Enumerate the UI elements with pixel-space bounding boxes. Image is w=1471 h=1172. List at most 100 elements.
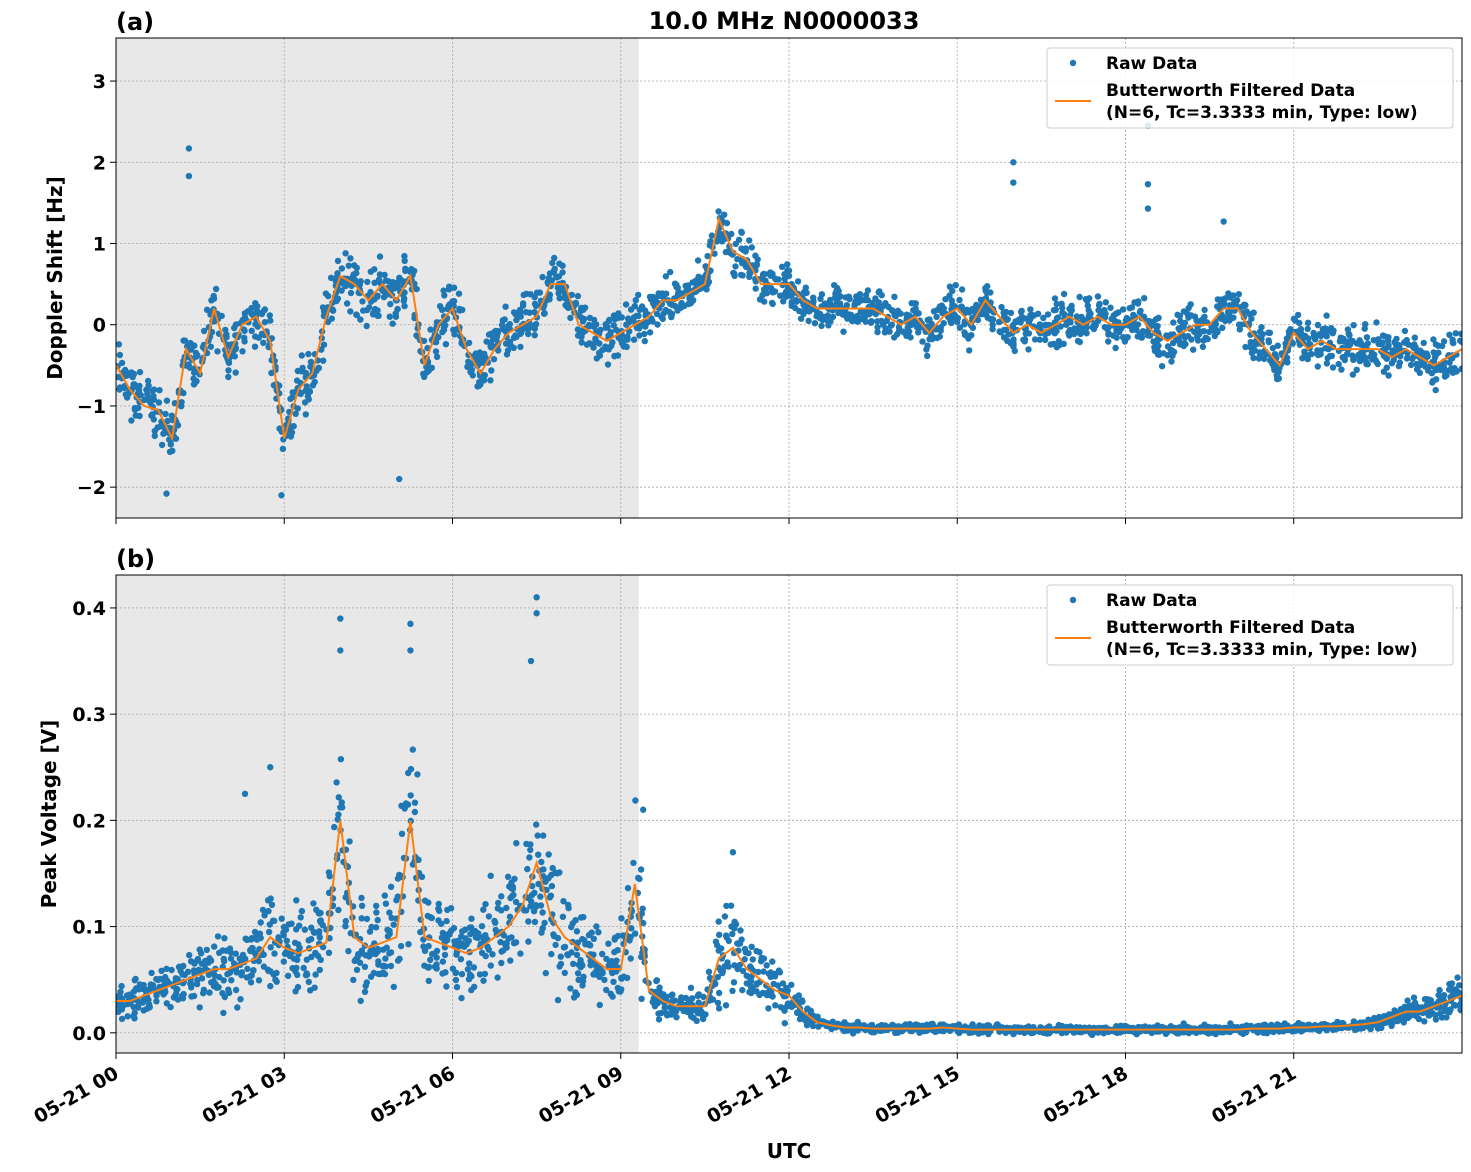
raw-data-point bbox=[1448, 980, 1456, 987]
filtered-data-line bbox=[116, 215, 1462, 442]
raw-data-point bbox=[771, 973, 779, 980]
raw-data-point bbox=[453, 983, 461, 991]
raw-data-point bbox=[278, 492, 285, 499]
raw-data-point bbox=[522, 308, 530, 316]
raw-data-point bbox=[669, 991, 676, 998]
raw-data-point bbox=[396, 475, 403, 483]
raw-data-point bbox=[1393, 335, 1400, 343]
raw-data-point bbox=[1446, 331, 1453, 338]
raw-data-point bbox=[1060, 290, 1068, 298]
raw-data-point bbox=[1268, 354, 1275, 362]
raw-data-point bbox=[605, 346, 612, 353]
raw-data-point bbox=[445, 303, 452, 310]
raw-data-point bbox=[185, 145, 193, 152]
raw-data-point bbox=[339, 804, 346, 811]
raw-data-point bbox=[1153, 341, 1161, 348]
raw-data-point bbox=[427, 956, 434, 963]
raw-data-point bbox=[232, 950, 239, 957]
raw-data-point bbox=[509, 885, 517, 893]
raw-data-point bbox=[190, 375, 197, 382]
legend-raw-marker bbox=[1069, 59, 1077, 67]
raw-data-point bbox=[556, 295, 563, 302]
raw-data-point bbox=[1036, 336, 1044, 343]
raw-data-point bbox=[956, 296, 963, 304]
raw-data-point bbox=[1085, 307, 1092, 314]
raw-data-point bbox=[131, 1009, 138, 1017]
raw-data-point bbox=[244, 965, 251, 972]
raw-data-point bbox=[367, 288, 374, 296]
raw-data-point bbox=[305, 350, 312, 358]
raw-data-point bbox=[788, 1003, 795, 1011]
raw-data-point bbox=[1408, 1011, 1415, 1019]
raw-data-point bbox=[587, 942, 594, 949]
raw-data-point bbox=[538, 858, 545, 866]
raw-data-point bbox=[766, 987, 773, 994]
raw-data-point bbox=[164, 977, 171, 985]
raw-data-point bbox=[747, 983, 755, 990]
raw-data-point bbox=[369, 311, 377, 318]
raw-data-point bbox=[1329, 364, 1337, 371]
raw-data-point bbox=[857, 297, 864, 304]
raw-data-point bbox=[239, 317, 246, 324]
raw-data-point bbox=[440, 287, 447, 294]
raw-data-point bbox=[301, 399, 309, 406]
raw-data-point bbox=[715, 1005, 723, 1012]
raw-data-point bbox=[570, 960, 577, 968]
raw-data-point bbox=[154, 976, 162, 984]
raw-data-point bbox=[605, 332, 612, 339]
raw-data-point bbox=[527, 657, 535, 665]
raw-data-point bbox=[724, 248, 732, 255]
raw-data-point bbox=[1144, 180, 1152, 188]
raw-data-point bbox=[753, 260, 760, 268]
raw-data-point bbox=[624, 884, 632, 892]
raw-data-point bbox=[1452, 330, 1459, 337]
raw-data-point bbox=[567, 985, 574, 992]
raw-data-point bbox=[734, 940, 741, 947]
raw-data-point bbox=[580, 973, 587, 980]
raw-data-point bbox=[248, 304, 255, 312]
raw-data-point bbox=[940, 320, 947, 327]
raw-data-point bbox=[662, 273, 670, 280]
raw-data-point bbox=[748, 244, 755, 251]
raw-data-point bbox=[405, 941, 412, 948]
raw-data-point bbox=[510, 940, 518, 947]
raw-data-point bbox=[361, 988, 369, 996]
raw-data-point bbox=[660, 310, 667, 317]
raw-data-point bbox=[283, 937, 290, 944]
raw-data-point bbox=[1158, 363, 1166, 370]
raw-data-point bbox=[1131, 322, 1138, 329]
raw-data-point bbox=[444, 931, 451, 938]
raw-data-point bbox=[366, 304, 373, 311]
raw-data-point bbox=[283, 948, 290, 956]
raw-data-point bbox=[137, 392, 144, 399]
raw-data-point bbox=[1086, 1025, 1093, 1032]
raw-data-point bbox=[1270, 1024, 1277, 1031]
raw-data-point bbox=[487, 872, 494, 879]
raw-data-point bbox=[374, 916, 381, 924]
raw-data-point bbox=[1053, 328, 1060, 335]
raw-data-point bbox=[325, 869, 333, 876]
raw-data-point bbox=[1010, 336, 1017, 343]
raw-data-point bbox=[272, 976, 279, 983]
raw-data-point bbox=[389, 320, 396, 327]
raw-data-point bbox=[425, 942, 432, 950]
raw-data-point bbox=[316, 934, 323, 941]
raw-data-point bbox=[402, 265, 409, 272]
raw-data-point bbox=[1254, 1029, 1262, 1036]
raw-data-point bbox=[487, 344, 495, 351]
raw-data-point bbox=[579, 935, 586, 943]
raw-data-point bbox=[1265, 338, 1273, 346]
raw-data-point bbox=[255, 977, 263, 984]
raw-data-point bbox=[506, 913, 514, 920]
raw-data-point bbox=[596, 349, 603, 357]
raw-data-point bbox=[727, 902, 735, 909]
raw-data-point bbox=[1388, 360, 1396, 367]
raw-data-point bbox=[466, 960, 473, 967]
raw-data-point bbox=[784, 261, 791, 268]
raw-data-point bbox=[1219, 324, 1226, 331]
raw-data-point bbox=[636, 306, 643, 313]
raw-data-point bbox=[167, 441, 174, 448]
raw-data-point bbox=[728, 230, 735, 238]
raw-data-point bbox=[527, 846, 534, 854]
